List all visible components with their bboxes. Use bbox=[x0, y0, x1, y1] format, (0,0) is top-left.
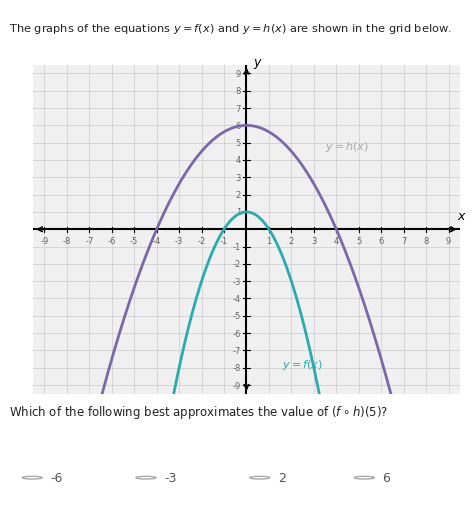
Text: 7: 7 bbox=[236, 105, 241, 113]
Text: 4: 4 bbox=[236, 156, 241, 165]
Text: -1: -1 bbox=[233, 242, 241, 251]
Text: 2: 2 bbox=[289, 237, 294, 245]
Text: 5: 5 bbox=[356, 237, 361, 245]
Text: -4: -4 bbox=[233, 294, 241, 304]
Text: -9: -9 bbox=[233, 381, 241, 390]
Text: -3: -3 bbox=[232, 277, 241, 286]
Text: -4: -4 bbox=[153, 237, 161, 245]
Text: 7: 7 bbox=[401, 237, 406, 245]
Text: 1: 1 bbox=[266, 237, 272, 245]
Text: The graphs of the equations $y = f(x)$ and $y = h(x)$ are shown in the grid belo: The graphs of the equations $y = f(x)$ a… bbox=[9, 22, 452, 36]
Text: $y$: $y$ bbox=[253, 57, 263, 71]
Text: -3: -3 bbox=[164, 471, 177, 484]
Text: -9: -9 bbox=[40, 237, 48, 245]
Text: -1: -1 bbox=[220, 237, 228, 245]
Text: -2: -2 bbox=[198, 237, 206, 245]
Text: 5: 5 bbox=[236, 139, 241, 148]
Text: -5: -5 bbox=[233, 312, 241, 321]
Text: 4: 4 bbox=[334, 237, 339, 245]
Text: $y = f(x)$: $y = f(x)$ bbox=[283, 358, 323, 372]
Text: -8: -8 bbox=[232, 364, 241, 373]
Text: -6: -6 bbox=[108, 237, 116, 245]
Text: $y = h(x)$: $y = h(x)$ bbox=[325, 140, 369, 154]
Text: 2: 2 bbox=[278, 471, 286, 484]
Text: -7: -7 bbox=[85, 237, 93, 245]
Text: 9: 9 bbox=[446, 237, 451, 245]
Text: 1: 1 bbox=[236, 208, 241, 217]
Text: 9: 9 bbox=[236, 70, 241, 79]
Text: -6: -6 bbox=[50, 471, 63, 484]
Text: 3: 3 bbox=[311, 237, 317, 245]
Text: 8: 8 bbox=[236, 87, 241, 96]
Text: 6: 6 bbox=[379, 237, 384, 245]
Text: -5: -5 bbox=[130, 237, 138, 245]
Text: 6: 6 bbox=[383, 471, 391, 484]
Text: $x$: $x$ bbox=[457, 210, 467, 223]
Text: -7: -7 bbox=[232, 346, 241, 355]
Text: Which of the following best approximates the value of $(f \circ h)(5)$?: Which of the following best approximates… bbox=[9, 403, 389, 420]
Text: 8: 8 bbox=[423, 237, 429, 245]
Text: 2: 2 bbox=[236, 191, 241, 199]
Text: -2: -2 bbox=[233, 260, 241, 269]
Text: 3: 3 bbox=[236, 173, 241, 182]
Text: -8: -8 bbox=[63, 237, 71, 245]
Text: -3: -3 bbox=[175, 237, 183, 245]
Text: 6: 6 bbox=[236, 122, 241, 131]
Text: -6: -6 bbox=[232, 329, 241, 338]
